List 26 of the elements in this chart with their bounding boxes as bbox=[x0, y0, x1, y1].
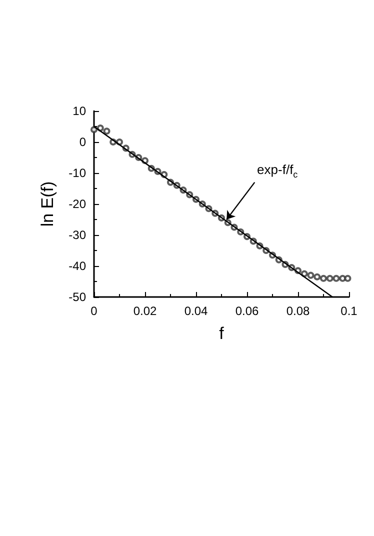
y-tick-label: -50 bbox=[68, 290, 86, 304]
x-tick-label: 0.04 bbox=[184, 304, 208, 318]
y-tick-label: -10 bbox=[68, 166, 86, 180]
point bbox=[307, 272, 314, 279]
y-tick-label: 0 bbox=[79, 135, 86, 149]
x-tick-label: 0 bbox=[90, 304, 98, 318]
x-tick-label: 0.08 bbox=[286, 304, 310, 318]
point bbox=[314, 273, 321, 280]
x-tick-label: 0.06 bbox=[235, 304, 259, 318]
point bbox=[332, 274, 340, 282]
point bbox=[300, 270, 308, 278]
y-tick-label: 10 bbox=[72, 104, 86, 118]
y-axis-title: ln E(f) bbox=[38, 181, 57, 227]
point bbox=[344, 274, 352, 282]
point bbox=[96, 124, 104, 132]
y-tick-label: -20 bbox=[68, 197, 86, 211]
x-tick-label: 0.1 bbox=[340, 304, 358, 318]
point bbox=[90, 126, 98, 134]
y-tick-label: -40 bbox=[68, 259, 86, 273]
x-tick-label: 0.02 bbox=[133, 304, 157, 318]
x-axis-title: f bbox=[219, 324, 224, 343]
point bbox=[339, 274, 346, 282]
point bbox=[320, 274, 327, 282]
point bbox=[103, 128, 110, 135]
point bbox=[326, 274, 334, 282]
y-tick-label: -30 bbox=[68, 228, 86, 242]
